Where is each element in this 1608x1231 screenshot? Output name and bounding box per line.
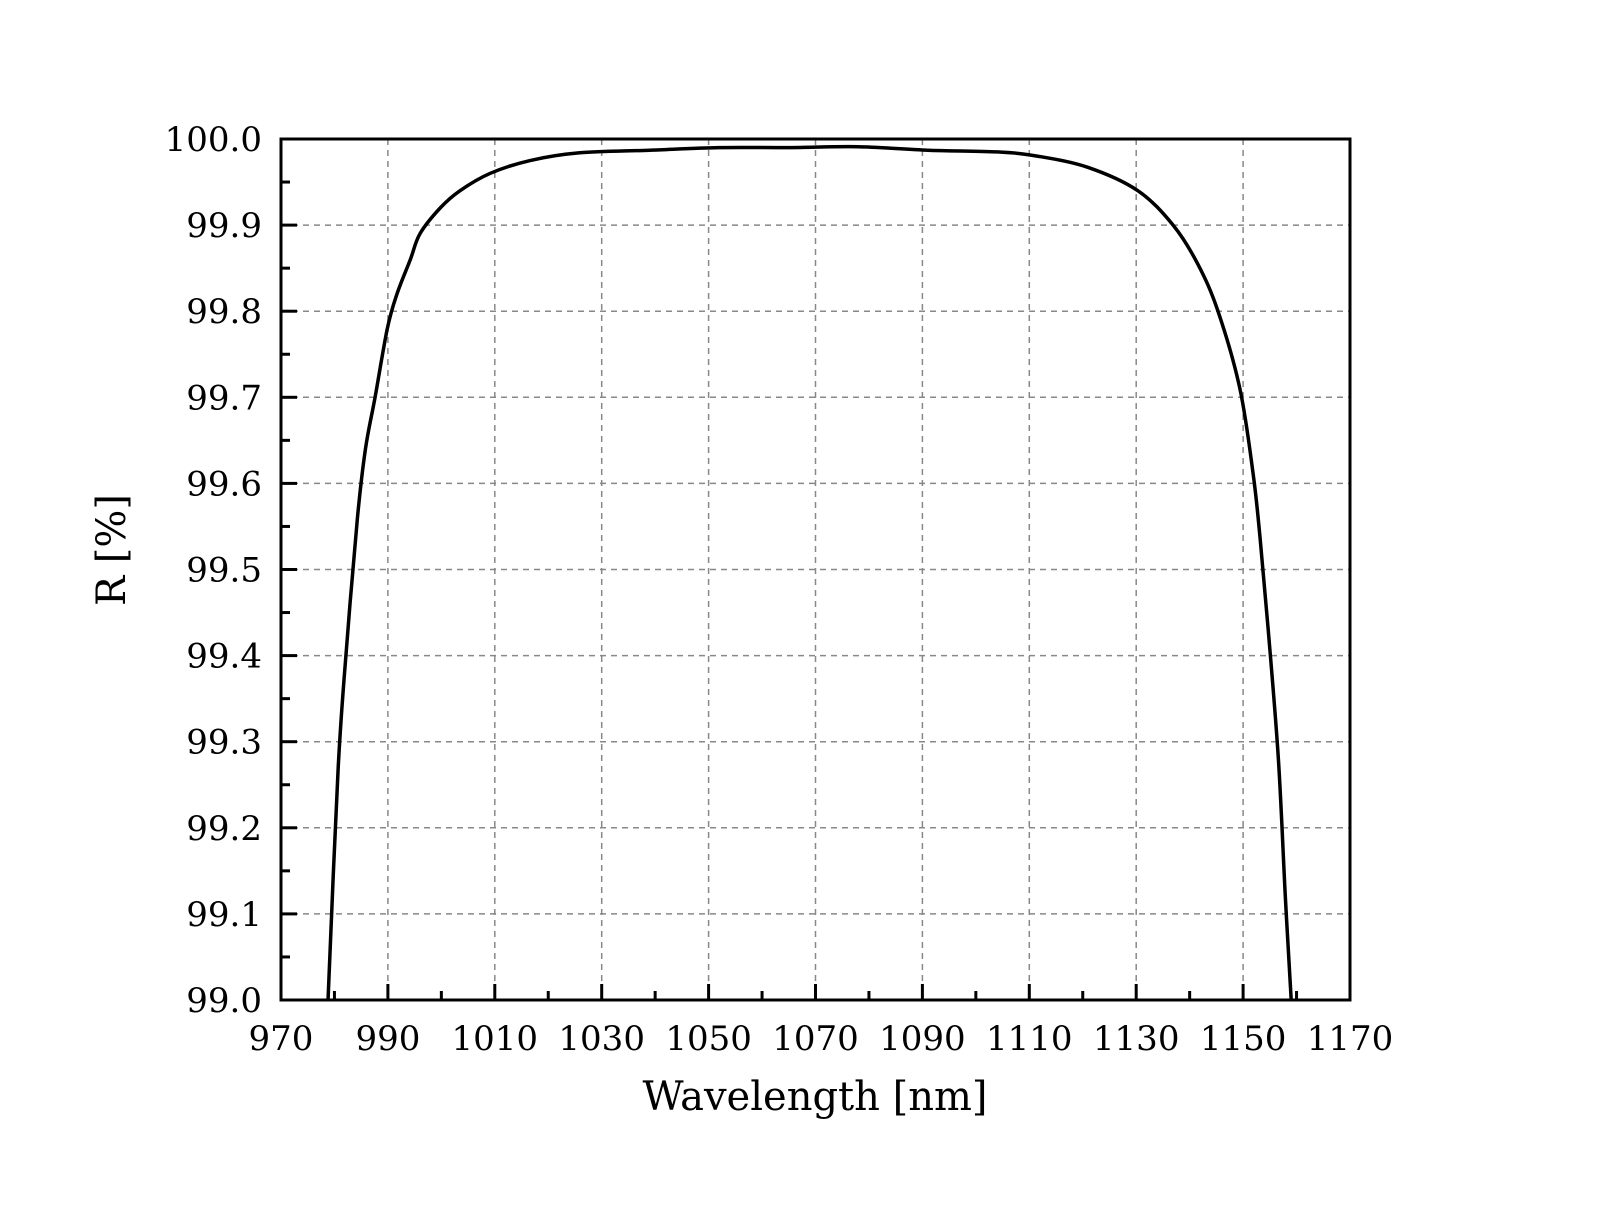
y-axis-label: R [%] bbox=[89, 494, 135, 606]
y-tick-label: 99.0 bbox=[186, 981, 262, 1021]
y-tick-label: 99.8 bbox=[186, 292, 262, 332]
y-tick-label: 99.1 bbox=[186, 895, 262, 935]
reflectance-line bbox=[326, 144, 1293, 1001]
y-tick-label: 99.4 bbox=[186, 637, 262, 677]
y-tick-label: 99.3 bbox=[186, 723, 262, 763]
y-tick-label: 99.2 bbox=[186, 809, 262, 849]
y-tick-label: 100.0 bbox=[165, 120, 262, 160]
y-tick-label: 99.9 bbox=[186, 206, 262, 246]
y-tick-label: 99.6 bbox=[186, 464, 262, 504]
x-tick-label: 990 bbox=[355, 1019, 420, 1059]
x-tick-label: 970 bbox=[249, 1019, 314, 1059]
y-tick-labels: 99.0 99.1 99.2 99.3 99.4 99.5 99.6 99.7 99.8 99.9… bbox=[165, 120, 262, 1021]
y-tick-label: 99.5 bbox=[186, 551, 262, 591]
x-tick-label: 1050 bbox=[665, 1019, 752, 1059]
x-tick-label: 1010 bbox=[452, 1019, 539, 1059]
x-tick-label: 1110 bbox=[986, 1019, 1073, 1059]
x-tick-label: 1150 bbox=[1200, 1019, 1287, 1059]
x-tick-label: 1090 bbox=[879, 1019, 966, 1059]
series-layer bbox=[326, 144, 1293, 1001]
plot-frame bbox=[279, 137, 1352, 1002]
x-tick-labels: 970 990 1010 1030 1050 1070 1090 1110 1130 1150 11… bbox=[249, 1019, 1394, 1059]
y-tick-label: 99.7 bbox=[186, 378, 262, 418]
x-tick-label: 1170 bbox=[1307, 1019, 1394, 1059]
grid bbox=[281, 139, 1350, 1000]
x-tick-label: 1030 bbox=[558, 1019, 645, 1059]
x-axis-label: Wavelength [nm] bbox=[642, 1074, 987, 1120]
x-tick-label: 1130 bbox=[1093, 1019, 1180, 1059]
x-tick-label: 1070 bbox=[772, 1019, 859, 1059]
